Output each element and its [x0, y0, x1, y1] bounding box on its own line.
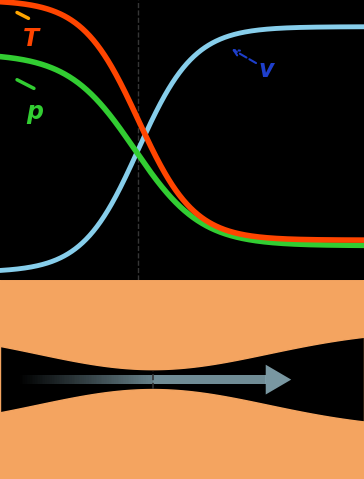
FancyArrow shape: [266, 365, 291, 395]
Text: p: p: [26, 100, 43, 124]
Text: v: v: [258, 58, 273, 82]
Text: T: T: [23, 27, 39, 51]
